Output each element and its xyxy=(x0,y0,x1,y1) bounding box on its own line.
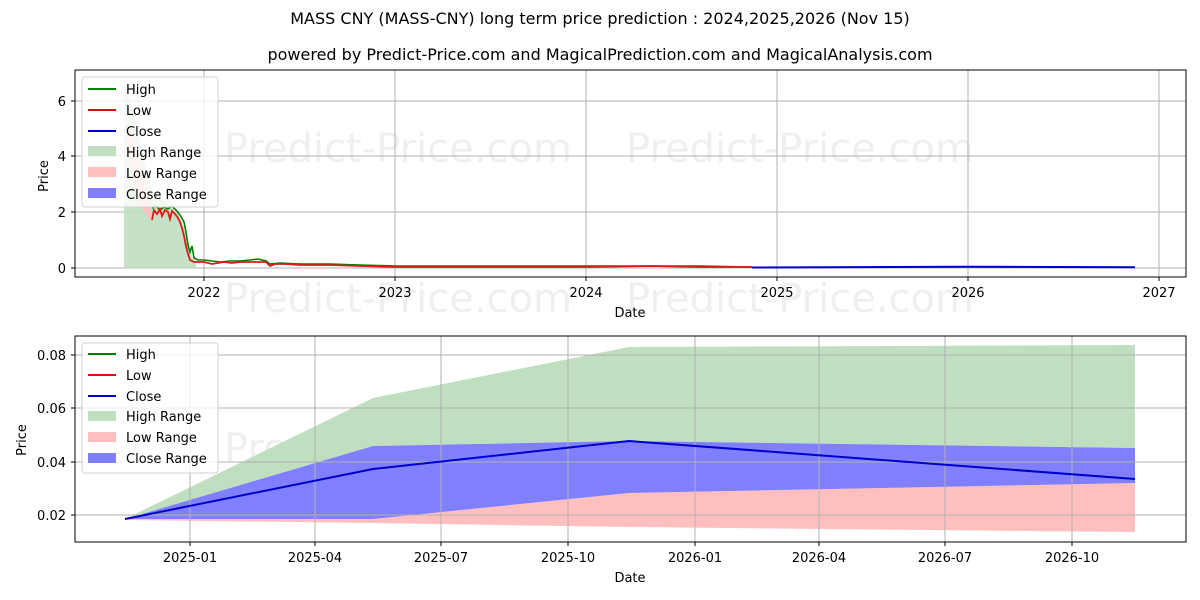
legend-label: Close xyxy=(126,390,161,405)
y-tick: 0 xyxy=(58,262,66,277)
legend-label: Low Range xyxy=(126,167,197,182)
close-line xyxy=(124,439,1136,520)
top-axes-frame xyxy=(74,69,1187,278)
y-tick: 6 xyxy=(58,95,66,110)
y-tick: 0.08 xyxy=(37,349,66,364)
legend-label: Close Range xyxy=(126,188,207,203)
y-tick: 0.06 xyxy=(37,402,66,417)
legend-low-range-swatch xyxy=(88,167,116,177)
chart-subtitle: powered by Predict-Price.com and Magical… xyxy=(267,45,933,64)
low-line xyxy=(151,206,752,268)
legend-low-range-swatch xyxy=(88,432,116,442)
x-tick: 2026-07 xyxy=(918,551,972,566)
x-tick: 2025-07 xyxy=(414,551,468,566)
legend-label: Low Range xyxy=(126,431,197,446)
legend-label: Low xyxy=(126,104,152,119)
watermark: Predict-Price.com xyxy=(224,276,572,322)
x-tick: 2025-04 xyxy=(288,551,342,566)
legend-label: Close xyxy=(126,125,161,140)
legend-close-range-swatch xyxy=(88,453,116,463)
x-tick: 2026 xyxy=(951,286,984,301)
y-tick: 0.04 xyxy=(37,456,66,471)
bottom-legend: High Low Close High Range Low Range Clos… xyxy=(81,342,219,474)
x-axis-label: Date xyxy=(614,306,645,321)
y-tick: 4 xyxy=(58,150,66,165)
watermark: Predict-Price.com xyxy=(626,276,974,322)
legend-close-range-swatch xyxy=(88,188,116,198)
bottom-axes-frame xyxy=(74,335,1187,543)
high-line xyxy=(151,204,753,268)
high-range-area xyxy=(125,345,1135,519)
y-axis-label: Price xyxy=(37,160,52,192)
bottom-chart: Predict-Price.com Predict-Price.com xyxy=(15,335,1187,586)
low-range-area xyxy=(125,483,1135,532)
legend-label: High Range xyxy=(126,146,201,161)
legend-label: Low xyxy=(126,369,152,384)
x-tick: 2026-10 xyxy=(1045,551,1099,566)
legend-label: High xyxy=(126,83,156,98)
x-tick: 2025-01 xyxy=(163,551,217,566)
x-tick: 2026-04 xyxy=(792,551,846,566)
x-tick: 2027 xyxy=(1142,286,1175,301)
legend-high-range-swatch xyxy=(88,146,116,156)
legend-label: Close Range xyxy=(126,452,207,467)
legend-label: High xyxy=(126,348,156,363)
x-tick: 2026-01 xyxy=(668,551,722,566)
top-grid xyxy=(75,70,1186,277)
y-tick: 0.02 xyxy=(37,509,66,524)
y-tick: 2 xyxy=(58,206,66,221)
watermark: Predict-Price.com xyxy=(224,126,572,172)
legend-high-range-swatch xyxy=(88,411,116,421)
x-tick: 2022 xyxy=(187,286,220,301)
watermark: Predict-Price.com xyxy=(626,126,974,172)
chart-title: MASS CNY (MASS-CNY) long term price pred… xyxy=(290,9,910,28)
high-range-area xyxy=(124,88,196,268)
top-legend: High Low Close High Range Low Range Clos… xyxy=(81,76,219,208)
close-line xyxy=(751,265,1136,269)
x-tick: 2024 xyxy=(569,286,602,301)
y-axis-label: Price xyxy=(15,424,30,456)
legend-label: High Range xyxy=(126,410,201,425)
x-axis-label: Date xyxy=(614,571,645,586)
x-tick: 2025 xyxy=(760,286,793,301)
x-tick: 2025-10 xyxy=(541,551,595,566)
x-tick: 2023 xyxy=(378,286,411,301)
top-chart: Predict-Price.com Predict-Price.com Pred… xyxy=(37,69,1187,322)
